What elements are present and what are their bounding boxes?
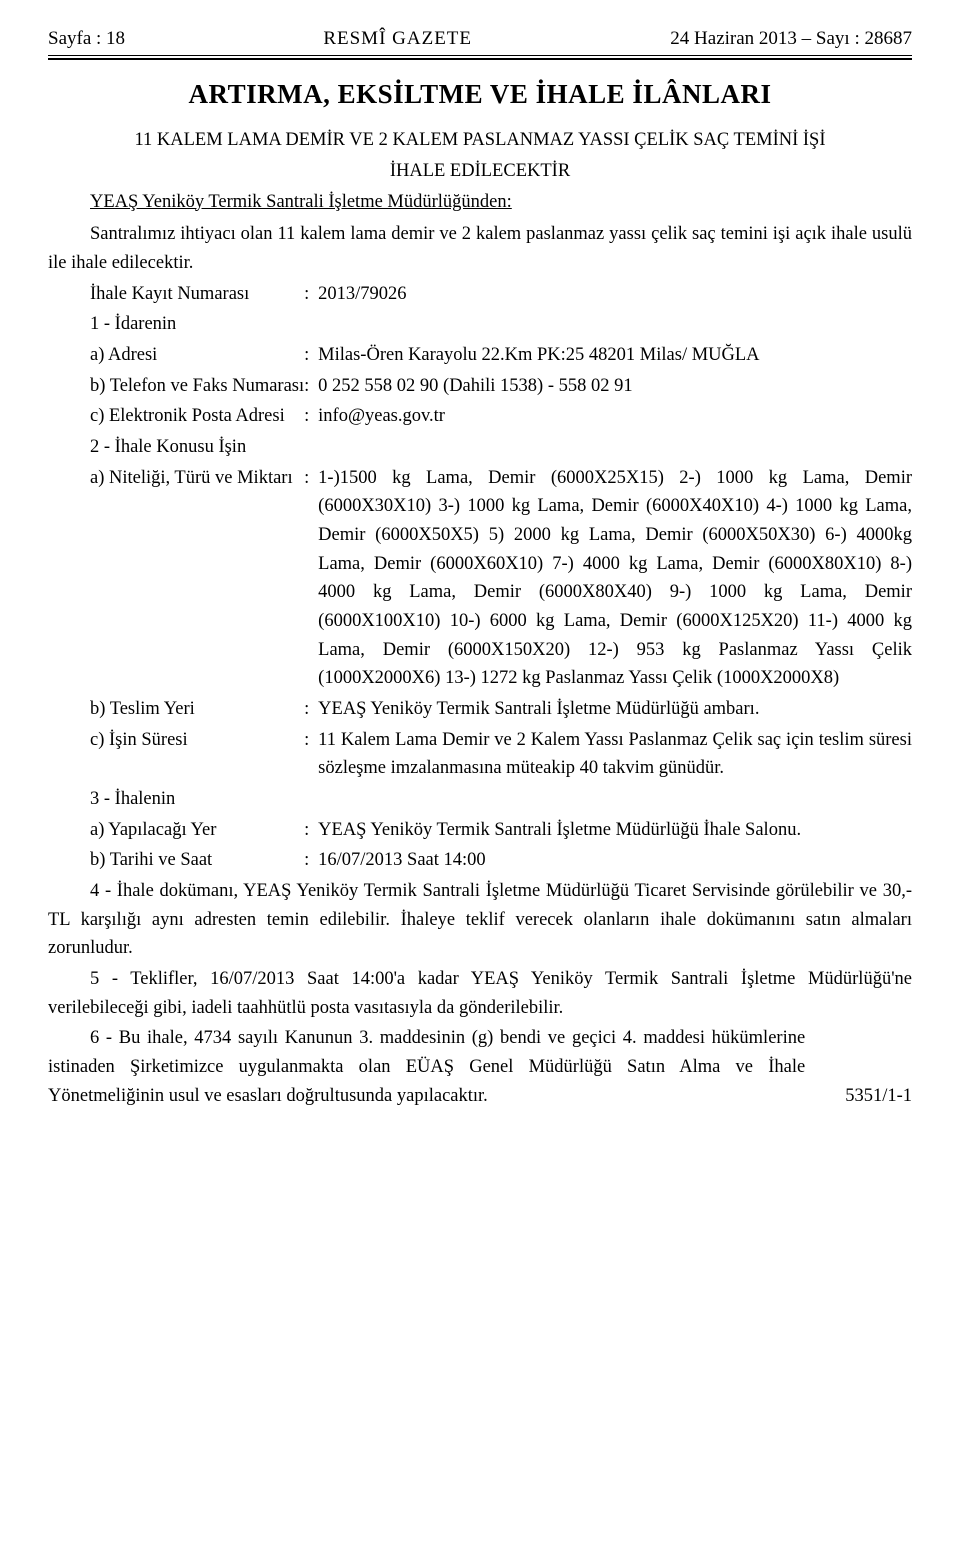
- gazette-name: RESMÎ GAZETE: [323, 24, 472, 53]
- spec-label: 2 - İhale Konusu İşin: [48, 433, 304, 464]
- spec-row: 3 - İhalenin: [48, 785, 912, 816]
- spec-colon: [304, 433, 318, 464]
- closing-paragraph: 6 - Bu ihale, 4734 sayılı Kanunun 3. mad…: [48, 1024, 912, 1110]
- spec-colon: :: [304, 402, 318, 433]
- spec-colon: :: [304, 280, 318, 311]
- spec-colon: :: [304, 846, 318, 877]
- spec-label: a) Adresi: [48, 341, 304, 372]
- spec-row: a) Adresi:Milas-Ören Karayolu 22.Km PK:2…: [48, 341, 912, 372]
- sub-title-line1: 11 KALEM LAMA DEMİR VE 2 KALEM PASLANMAZ…: [100, 126, 860, 155]
- spec-value: 16/07/2013 Saat 14:00: [318, 846, 912, 877]
- spec-colon: :: [304, 341, 318, 372]
- spec-value: Milas-Ören Karayolu 22.Km PK:25 48201 Mi…: [318, 341, 912, 372]
- spec-row: a) Yapılacağı Yer:YEAŞ Yeniköy Termik Sa…: [48, 816, 912, 847]
- spec-label: c) Elektronik Posta Adresi: [48, 402, 304, 433]
- spec-label: a) Yapılacağı Yer: [48, 816, 304, 847]
- authority-line: YEAŞ Yeniköy Termik Santrali İşletme Müd…: [48, 188, 912, 217]
- spec-value: 2013/79026: [318, 280, 912, 311]
- spec-colon: :: [304, 726, 318, 785]
- spec-row: b) Tarihi ve Saat:16/07/2013 Saat 14:00: [48, 846, 912, 877]
- spec-colon: :: [304, 464, 318, 695]
- spec-colon: [304, 310, 318, 341]
- date-issue: 24 Haziran 2013 – Sayı : 28687: [670, 24, 912, 53]
- spec-row: b) Telefon ve Faks Numarası:0 252 558 02…: [48, 372, 912, 403]
- spec-value: [318, 310, 912, 341]
- main-title: ARTIRMA, EKSİLTME VE İHALE İLÂNLARI: [48, 74, 912, 116]
- spec-colon: :: [304, 816, 318, 847]
- spec-label: 1 - İdarenin: [48, 310, 304, 341]
- sub-title-line2: İHALE EDİLECEKTİR: [100, 157, 860, 186]
- header-rule: [48, 55, 912, 60]
- closing-paragraph: 4 - İhale dokümanı, YEAŞ Yeniköy Termik …: [48, 877, 912, 963]
- spec-label: b) Tarihi ve Saat: [48, 846, 304, 877]
- spec-label: 3 - İhalenin: [48, 785, 304, 816]
- closing-paragraph: 5 - Teklifler, 16/07/2013 Saat 14:00'a k…: [48, 965, 912, 1022]
- page-header: Sayfa : 18 RESMÎ GAZETE 24 Haziran 2013 …: [48, 24, 912, 53]
- spec-label: a) Niteliği, Türü ve Miktarı: [48, 464, 304, 695]
- spec-colon: [304, 785, 318, 816]
- spec-label: c) İşin Süresi: [48, 726, 304, 785]
- spec-value: info@yeas.gov.tr: [318, 402, 912, 433]
- spec-row: c) Elektronik Posta Adresi:info@yeas.gov…: [48, 402, 912, 433]
- page-number-label: Sayfa : 18: [48, 24, 125, 53]
- spec-colon: :: [304, 372, 318, 403]
- spec-label: b) Teslim Yeri: [48, 695, 304, 726]
- spec-value: 1-)1500 kg Lama, Demir (6000X25X15) 2-) …: [318, 464, 912, 695]
- spec-value: [318, 785, 912, 816]
- specification-table: İhale Kayıt Numarası:2013/790261 - İdare…: [48, 280, 912, 877]
- reference-number: 5351/1-1: [805, 1082, 912, 1111]
- intro-paragraph: Santralımız ihtiyacı olan 11 kalem lama …: [48, 220, 912, 277]
- spec-value: 11 Kalem Lama Demir ve 2 Kalem Yassı Pas…: [318, 726, 912, 785]
- spec-value: [318, 433, 912, 464]
- spec-row: c) İşin Süresi:11 Kalem Lama Demir ve 2 …: [48, 726, 912, 785]
- spec-label: b) Telefon ve Faks Numarası: [48, 372, 304, 403]
- spec-value: YEAŞ Yeniköy Termik Santrali İşletme Müd…: [318, 695, 912, 726]
- spec-colon: :: [304, 695, 318, 726]
- spec-value: 0 252 558 02 90 (Dahili 1538) - 558 02 9…: [318, 372, 912, 403]
- spec-row: İhale Kayıt Numarası:2013/79026: [48, 280, 912, 311]
- spec-label: İhale Kayıt Numarası: [48, 280, 304, 311]
- spec-value: YEAŞ Yeniköy Termik Santrali İşletme Müd…: [318, 816, 912, 847]
- spec-row: b) Teslim Yeri:YEAŞ Yeniköy Termik Santr…: [48, 695, 912, 726]
- spec-row: 2 - İhale Konusu İşin: [48, 433, 912, 464]
- spec-row: 1 - İdarenin: [48, 310, 912, 341]
- spec-row: a) Niteliği, Türü ve Miktarı:1-)1500 kg …: [48, 464, 912, 695]
